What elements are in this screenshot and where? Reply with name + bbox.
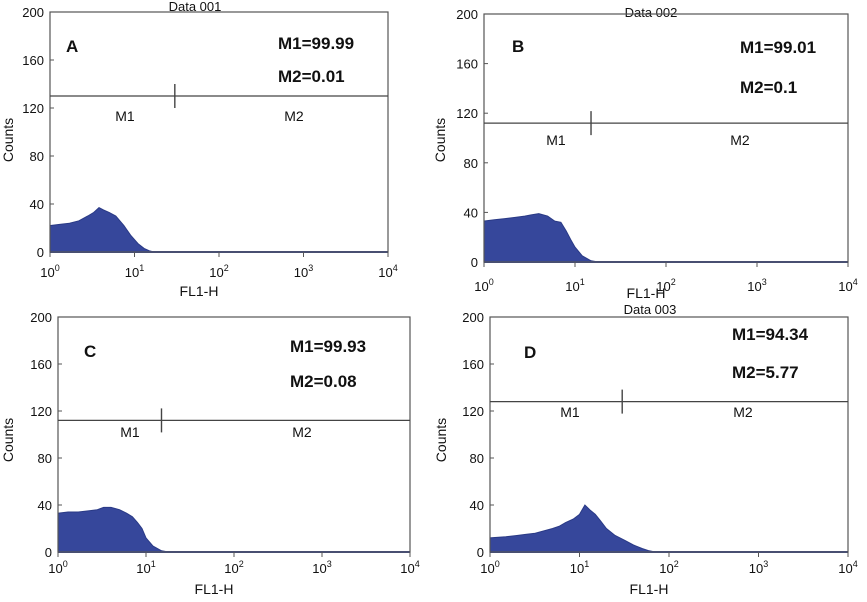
gate-stat-m2: M2=0.1 xyxy=(740,78,797,97)
panel-letter: B xyxy=(512,37,524,56)
plot-frame xyxy=(489,316,849,553)
chart-svg-d: Data 003 M1 M2 0 40 80 120 160 200 100 101 102 103 10… xyxy=(433,302,858,597)
chart-title: Data 001 xyxy=(169,0,222,14)
histogram-panel-d: Data 003 M1 M2 0 40 80 120 160 200 100 101 102 103 10… xyxy=(432,300,864,597)
gate-stat-m1: M1=99.99 xyxy=(278,34,354,53)
gate-label-m1: M1 xyxy=(115,108,135,124)
x-tick-label: 101 xyxy=(570,559,589,576)
y-tick-label: 0 xyxy=(477,545,484,560)
gate-label-m1: M1 xyxy=(546,132,566,148)
y-axis-label: Counts xyxy=(433,418,449,462)
histogram-area xyxy=(57,506,177,553)
x-tick-label: 100 xyxy=(40,263,59,280)
y-tick-label: 80 xyxy=(38,451,52,466)
gate-stat-m1: M1=99.01 xyxy=(740,38,816,57)
y-tick-label: 40 xyxy=(470,498,484,513)
gate-stat-m2: M2=0.01 xyxy=(278,67,345,86)
y-tick-label: 160 xyxy=(30,357,52,372)
y-tick-label: 160 xyxy=(456,57,478,72)
y-tick-label: 120 xyxy=(22,101,44,116)
x-tick-label: 103 xyxy=(312,559,331,576)
histogram-area xyxy=(489,504,661,553)
y-tick-label: 120 xyxy=(462,404,484,419)
y-tick-label: 40 xyxy=(464,205,478,220)
x-tick-label: 104 xyxy=(838,277,857,294)
panel-letter: C xyxy=(84,342,96,361)
histogram-area xyxy=(49,206,160,253)
gate-label-m2: M2 xyxy=(284,108,304,124)
x-tick-label: 104 xyxy=(838,559,857,576)
gate-label-m1: M1 xyxy=(120,424,140,440)
x-tick-label: 100 xyxy=(48,559,67,576)
gate-stat-m1: M1=94.34 xyxy=(732,325,809,344)
panel-letter: D xyxy=(524,343,536,362)
histogram-panel-b: Data 002 M1 M2 0 40 80 120 160 200 100 101 102 103 10… xyxy=(432,0,864,301)
y-tick-label: 40 xyxy=(30,197,44,212)
y-tick-label: 40 xyxy=(38,498,52,513)
x-tick-label: 102 xyxy=(659,559,678,576)
x-axis-label: FL1-H xyxy=(180,283,219,298)
y-tick-label: 80 xyxy=(464,156,478,171)
y-tick-label: 120 xyxy=(30,404,52,419)
y-tick-label: 160 xyxy=(462,357,484,372)
histogram-area xyxy=(483,213,607,263)
y-axis-label: Counts xyxy=(0,118,16,162)
y-tick-label: 0 xyxy=(45,545,52,560)
x-tick-label: 102 xyxy=(209,263,228,280)
x-tick-label: 100 xyxy=(480,559,499,576)
x-tick-label: 102 xyxy=(224,559,243,576)
y-axis-label: Counts xyxy=(0,418,16,462)
histogram-panel-a: Data 001 M1 M2 0 40 80 120 160 200 100 101 102 103 10… xyxy=(0,0,430,299)
gate-label-m2: M2 xyxy=(292,424,312,440)
y-tick-label: 0 xyxy=(471,255,478,270)
y-tick-label: 200 xyxy=(30,310,52,325)
x-tick-label: 103 xyxy=(294,263,313,280)
chart-title: Data 003 xyxy=(624,302,677,317)
chart-svg-c: M1 M2 0 40 80 120 160 200 100 101 102 103 104 FL1-H Co… xyxy=(0,310,420,597)
y-tick-label: 200 xyxy=(456,7,478,22)
gate-label-m2: M2 xyxy=(730,132,750,148)
y-axis-label: Counts xyxy=(432,118,448,162)
x-tick-label: 101 xyxy=(136,559,155,576)
x-tick-label: 101 xyxy=(565,277,584,294)
x-tick-label: 103 xyxy=(747,277,766,294)
gate-stat-m2: M2=5.77 xyxy=(732,363,799,382)
y-tick-label: 0 xyxy=(37,245,44,260)
panel-letter: A xyxy=(66,37,78,56)
gate-stat-m1: M1=99.93 xyxy=(290,337,366,356)
chart-title: Data 002 xyxy=(625,5,678,20)
x-tick-label: 104 xyxy=(400,559,419,576)
y-tick-label: 200 xyxy=(22,5,44,20)
y-tick-label: 120 xyxy=(456,106,478,121)
gate-stat-m2: M2=0.08 xyxy=(290,372,357,391)
gate-label-m1: M1 xyxy=(560,404,580,420)
y-tick-label: 80 xyxy=(30,149,44,164)
y-tick-label: 80 xyxy=(470,451,484,466)
y-tick-label: 200 xyxy=(462,310,484,325)
y-tick-label: 160 xyxy=(22,53,44,68)
x-axis-label: FL1-H xyxy=(195,581,234,597)
x-tick-label: 104 xyxy=(378,263,397,280)
x-tick-label: 103 xyxy=(749,559,768,576)
chart-svg-a: Data 001 M1 M2 0 40 80 120 160 200 100 101 102 103 10… xyxy=(0,0,398,299)
x-axis-label: FL1-H xyxy=(627,285,666,298)
gate-label-m2: M2 xyxy=(733,404,753,420)
x-tick-label: 100 xyxy=(474,277,493,294)
histogram-panel-c: M1 M2 0 40 80 120 160 200 100 101 102 103 104 FL1-H Co… xyxy=(0,300,430,597)
x-tick-label: 101 xyxy=(125,263,144,280)
x-axis-label: FL1-H xyxy=(630,581,669,597)
